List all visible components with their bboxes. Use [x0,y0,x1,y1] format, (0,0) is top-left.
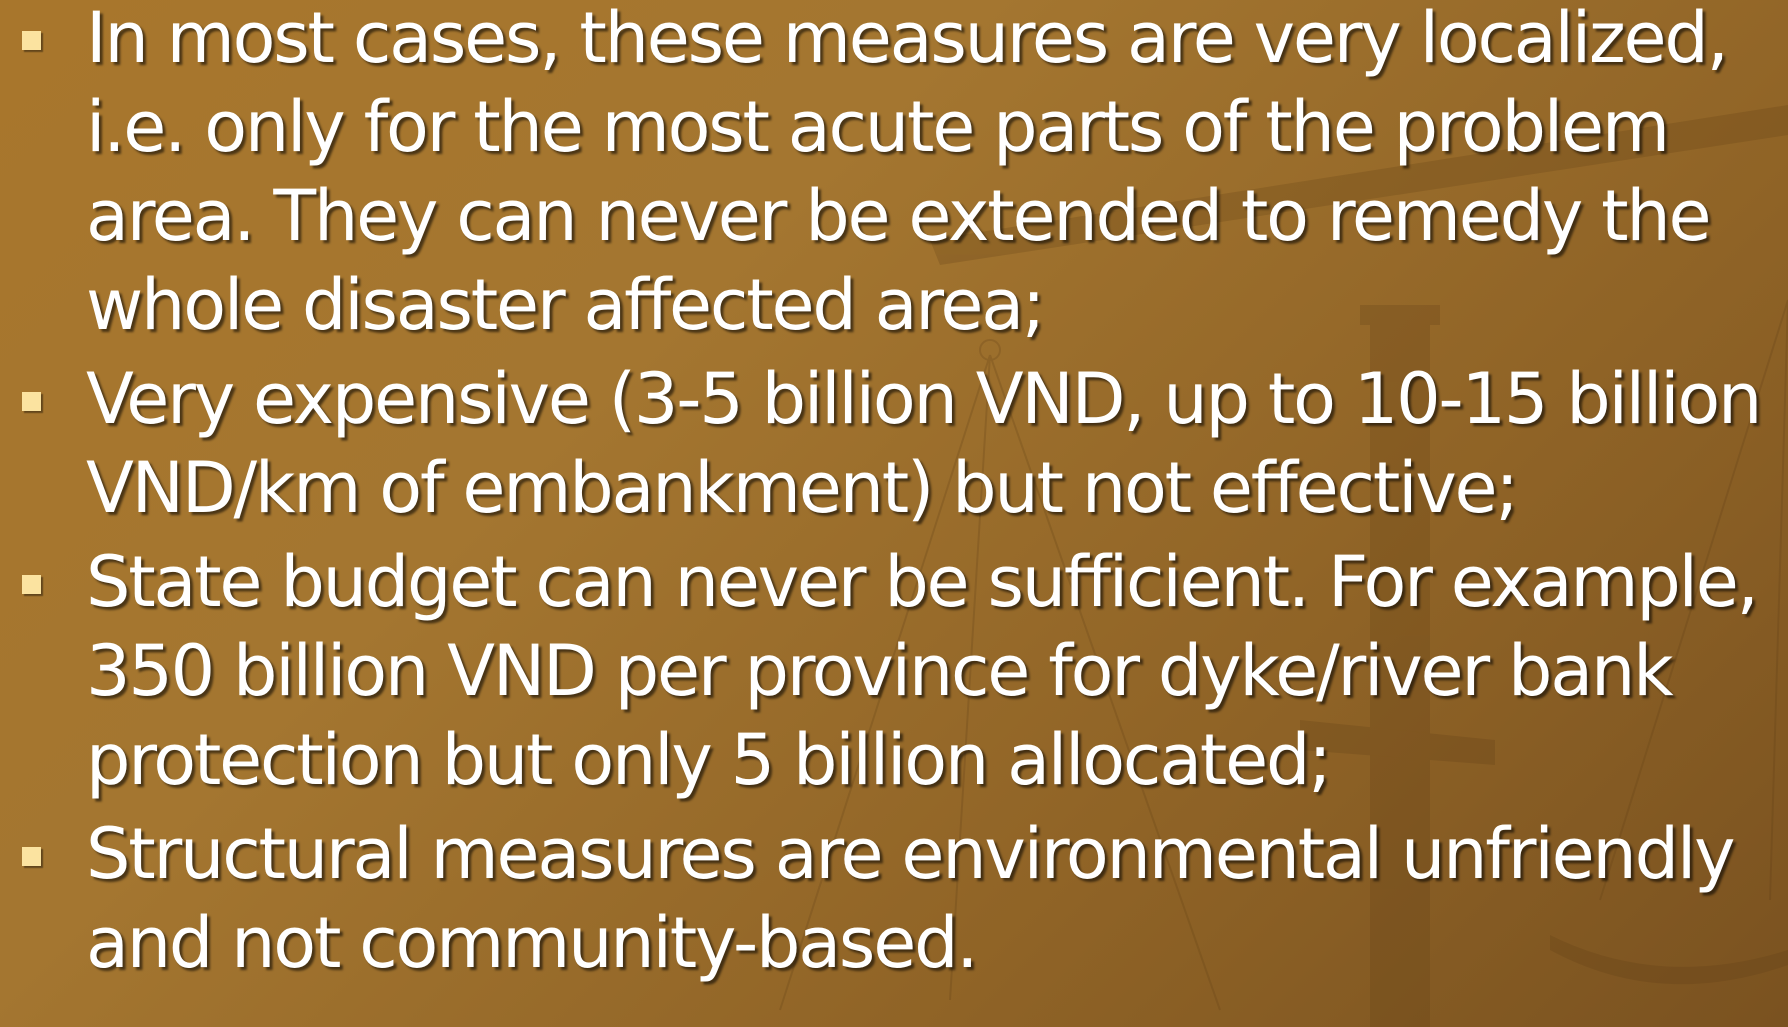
slide: In most cases, these measures are very l… [0,0,1788,1027]
bullet-list: In most cases, these measures are very l… [0,0,1788,993]
bullet-marker [22,847,41,866]
bullet-text: State budget can never be sufficient. Fo… [86,541,1757,801]
bullet-item: Structural measures are environmental un… [0,810,1788,988]
bullet-text: Very expensive (3-5 billion VND, up to 1… [86,358,1760,529]
bullet-marker [22,575,41,594]
bullet-marker [22,31,41,50]
bullet-item: Very expensive (3-5 billion VND, up to 1… [0,355,1788,533]
bullet-marker [22,392,41,411]
bullet-text: Structural measures are environmental un… [86,813,1733,984]
bullet-text: In most cases, these measures are very l… [86,0,1727,346]
bullet-item: In most cases, these measures are very l… [0,0,1788,350]
bullet-item: State budget can never be sufficient. Fo… [0,538,1788,805]
